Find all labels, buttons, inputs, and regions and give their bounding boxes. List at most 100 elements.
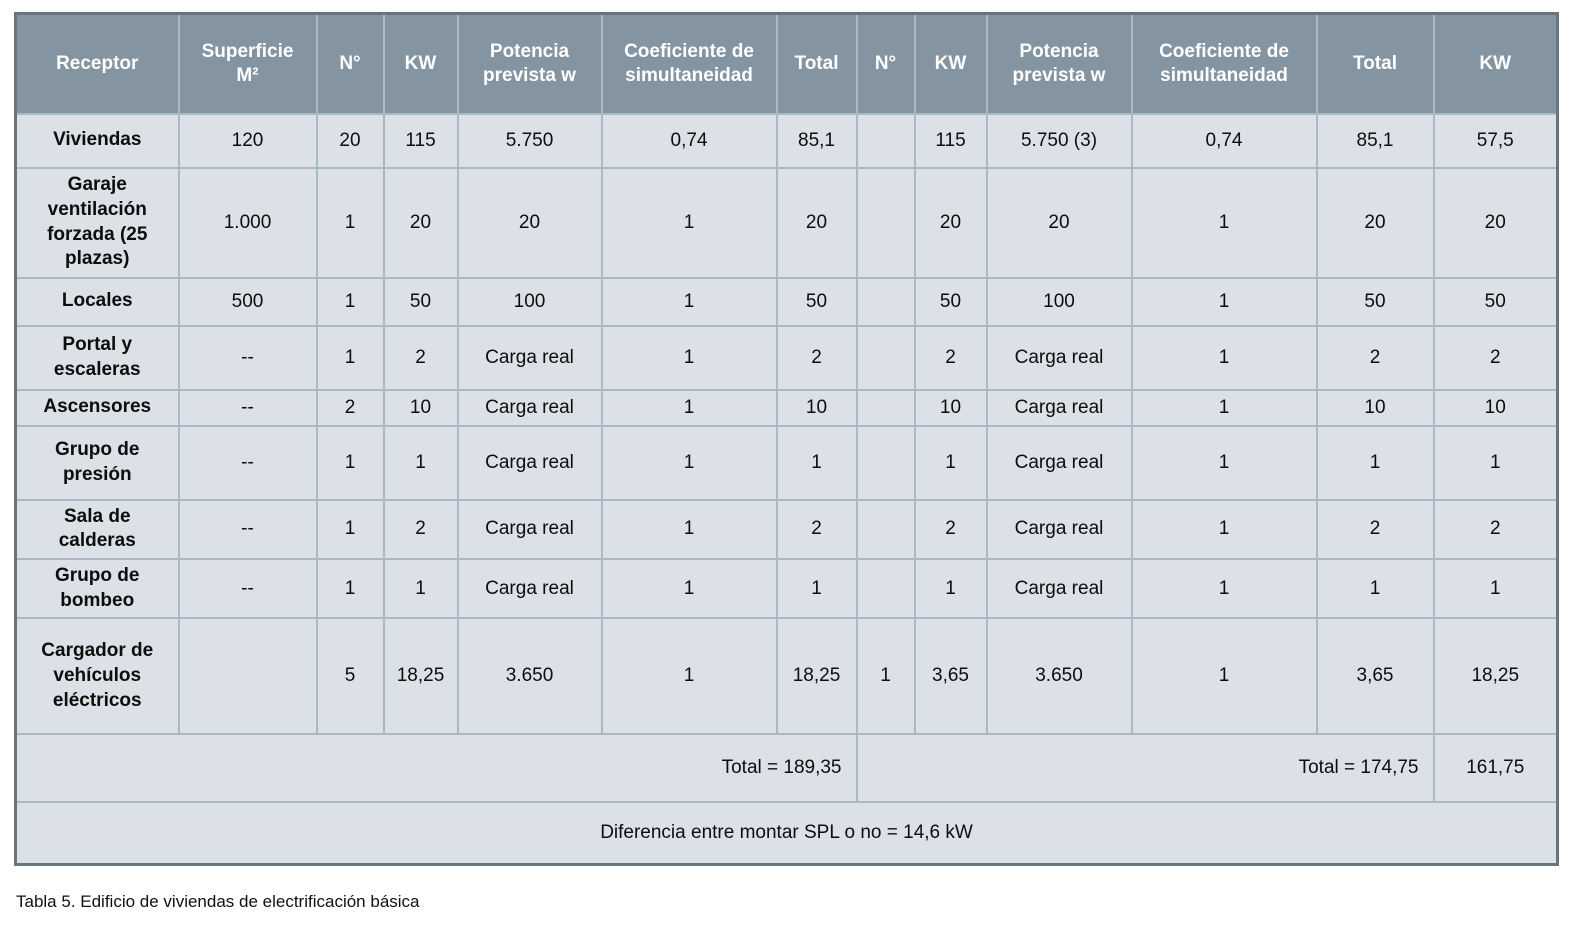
table-row: Cargador de vehículos eléctricos 5 18,25 3.… xyxy=(14,617,1559,736)
table-cell: 2 xyxy=(775,324,858,391)
table-cell: 1 xyxy=(600,324,778,391)
table-cell: Carga real xyxy=(985,498,1133,560)
col-header-kw-3: KW xyxy=(1432,12,1559,115)
table-cell: 20 xyxy=(985,166,1133,279)
table-cell: 1 xyxy=(1130,324,1318,391)
table-cell: Carga real xyxy=(456,324,603,391)
table-cell: 50 xyxy=(382,276,459,327)
page: Receptor Superficie M² N° KW Potencia pr… xyxy=(14,12,1559,911)
table-cell: 1 xyxy=(600,276,778,327)
table-cell: Carga real xyxy=(456,424,603,501)
table-cell: 2 xyxy=(1315,498,1435,560)
table-cell: 3,65 xyxy=(1315,617,1435,736)
table-cell: 20 xyxy=(1432,166,1559,279)
table-cell xyxy=(177,617,318,736)
table-cell: -- xyxy=(177,388,318,427)
total-left-cell: Total = 189,35 xyxy=(14,733,858,804)
table-cell: 50 xyxy=(913,276,988,327)
table-cell: 10 xyxy=(382,388,459,427)
table-cell: 1 xyxy=(315,324,385,391)
table-row: Grupo de bombeo -- 1 1 Carga real 1 1 1 Carga re… xyxy=(14,557,1559,620)
table-cell: 1 xyxy=(315,166,385,279)
table-cell: 2 xyxy=(1432,498,1559,560)
table-cell: 18,25 xyxy=(382,617,459,736)
footer-note-row: Diferencia entre montar SPL o no = 14,6 … xyxy=(14,801,1559,866)
row-header: Grupo de bombeo xyxy=(14,557,180,620)
table-cell: 10 xyxy=(1315,388,1435,427)
table-header: Receptor Superficie M² N° KW Potencia pr… xyxy=(14,12,1559,115)
total-right-cell: Total = 174,75 xyxy=(855,733,1435,804)
table-cell: 1 xyxy=(913,557,988,620)
table-cell: 10 xyxy=(913,388,988,427)
table-cell: 2 xyxy=(913,498,988,560)
col-header-numero-2: N° xyxy=(855,12,916,115)
table-cell: 1 xyxy=(600,617,778,736)
row-header: Garaje ventilación forzada (25 plazas) xyxy=(14,166,180,279)
row-header: Ascensores xyxy=(14,388,180,427)
table-cell: 20 xyxy=(775,166,858,279)
table-body: Viviendas 120 20 115 5.750 0,74 85,1 115 5.750 (… xyxy=(14,112,1559,736)
table-cell xyxy=(855,166,916,279)
power-demand-table: Receptor Superficie M² N° KW Potencia pr… xyxy=(14,12,1559,866)
col-header-potencia-1: Potencia prevista w xyxy=(456,12,603,115)
table-cell: 2 xyxy=(775,498,858,560)
table-cell: 1 xyxy=(1130,617,1318,736)
table-cell: 1 xyxy=(1130,276,1318,327)
table-cell: 0,74 xyxy=(1130,112,1318,169)
table-cell: 100 xyxy=(985,276,1133,327)
row-header: Locales xyxy=(14,276,180,327)
table-cell: 1.000 xyxy=(177,166,318,279)
table-cell: 1 xyxy=(775,557,858,620)
table-cell: 1 xyxy=(382,424,459,501)
table-cell xyxy=(855,112,916,169)
table-cell: 1 xyxy=(315,424,385,501)
table-row: Sala de calderas -- 1 2 Carga real 1 2 2 Carga r… xyxy=(14,498,1559,560)
table-cell: 1 xyxy=(315,557,385,620)
footer-note-cell: Diferencia entre montar SPL o no = 14,6 … xyxy=(14,801,1559,866)
row-header: Grupo de presión xyxy=(14,424,180,501)
col-header-total-2: Total xyxy=(1315,12,1435,115)
table-cell: 1 xyxy=(600,498,778,560)
table-cell: 2 xyxy=(382,324,459,391)
totals-row: Total = 189,35 Total = 174,75 161,75 xyxy=(14,733,1559,804)
table-cell: 1 xyxy=(1315,424,1435,501)
table-cell xyxy=(855,424,916,501)
header-row: Receptor Superficie M² N° KW Potencia pr… xyxy=(14,12,1559,115)
table-cell: Carga real xyxy=(985,388,1133,427)
table-cell: 1 xyxy=(315,276,385,327)
table-cell xyxy=(855,388,916,427)
table-cell: 1 xyxy=(600,557,778,620)
table-cell: 1 xyxy=(775,424,858,501)
table-cell: 50 xyxy=(1432,276,1559,327)
table-cell: 1 xyxy=(1432,557,1559,620)
table-cell: 3.650 xyxy=(456,617,603,736)
table-cell: Carga real xyxy=(456,557,603,620)
table-cell: 1 xyxy=(1130,424,1318,501)
table-cell: -- xyxy=(177,498,318,560)
table-cell: 1 xyxy=(1315,557,1435,620)
table-cell: 3.650 xyxy=(985,617,1133,736)
table-cell: 18,25 xyxy=(775,617,858,736)
table-cell: 20 xyxy=(382,166,459,279)
table-caption: Tabla 5. Edificio de viviendas de electr… xyxy=(16,891,420,911)
table-cell: 20 xyxy=(1315,166,1435,279)
table-cell: 1 xyxy=(315,498,385,560)
table-cell xyxy=(855,498,916,560)
table-row: Garaje ventilación forzada (25 plazas) 1.… xyxy=(14,166,1559,279)
col-header-superficie: Superficie M² xyxy=(177,12,318,115)
table-cell: Carga real xyxy=(985,557,1133,620)
table-cell: 2 xyxy=(1432,324,1559,391)
total-kw-cell: 161,75 xyxy=(1432,733,1559,804)
row-header: Cargador de vehículos eléctricos xyxy=(14,617,180,736)
table-cell: 20 xyxy=(913,166,988,279)
table-cell: 85,1 xyxy=(1315,112,1435,169)
table-cell: 50 xyxy=(775,276,858,327)
table-cell: Carga real xyxy=(456,498,603,560)
table-cell: 100 xyxy=(456,276,603,327)
table-cell: 1 xyxy=(600,166,778,279)
col-header-numero-1: N° xyxy=(315,12,385,115)
table-footer: Total = 189,35 Total = 174,75 161,75 Dif… xyxy=(14,733,1559,866)
table-cell: 120 xyxy=(177,112,318,169)
table-cell: Carga real xyxy=(985,424,1133,501)
table-cell: 10 xyxy=(1432,388,1559,427)
